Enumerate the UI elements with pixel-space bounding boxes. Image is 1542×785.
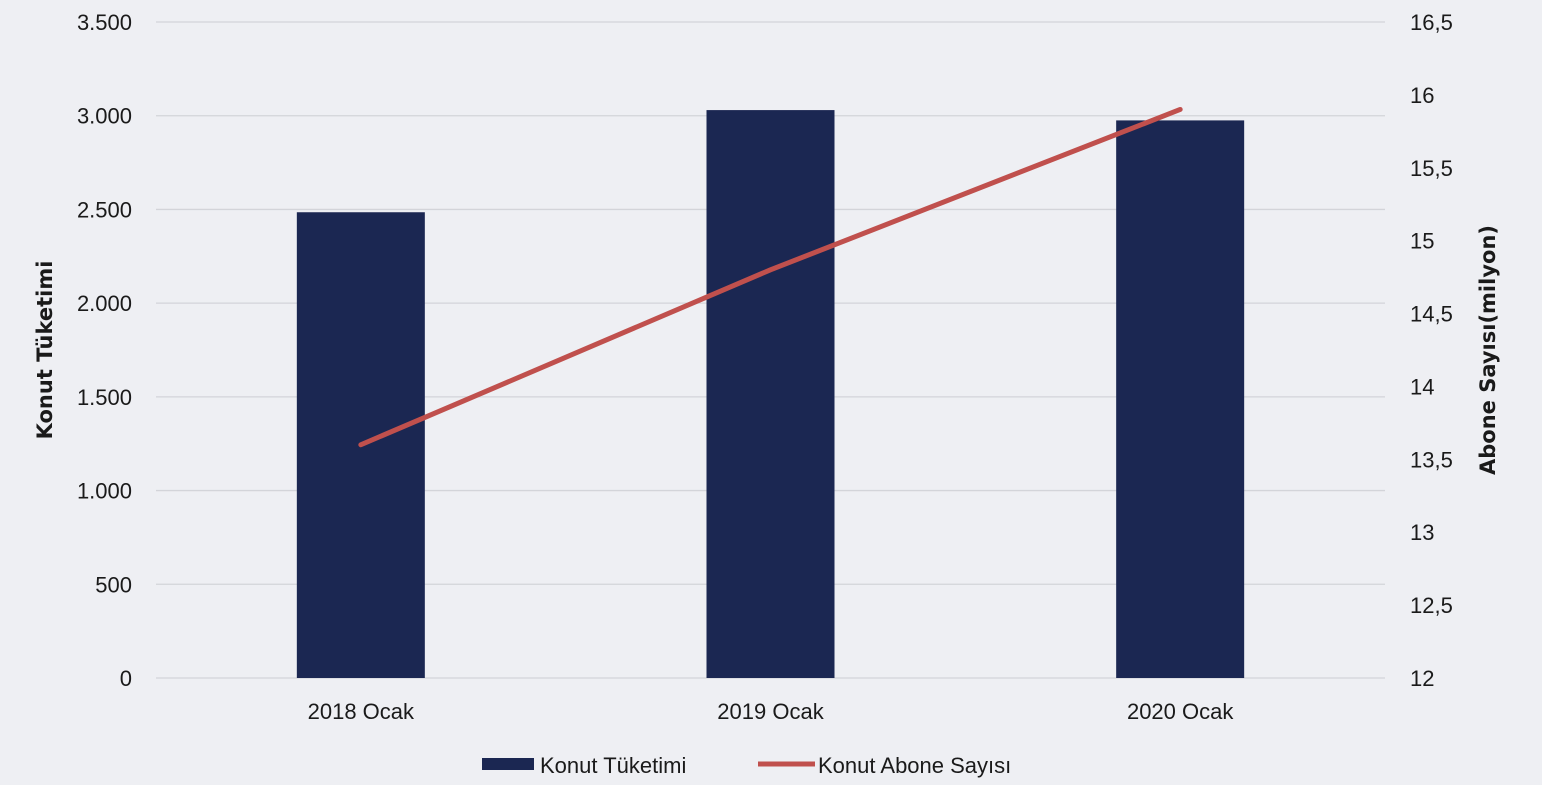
y2-tick-label: 15,5 (1410, 156, 1453, 181)
x-tick-label: 2020 Ocak (1127, 699, 1234, 724)
y2-tick-label: 12 (1410, 666, 1434, 691)
line-series (358, 106, 1183, 448)
legend: Konut Tüketimi Konut Abone Sayısı (482, 753, 1011, 778)
legend-swatch-konut-tuketimi (482, 758, 534, 770)
x-tick-label: 2018 Ocak (308, 699, 415, 724)
x-tick-label: 2019 Ocak (717, 699, 824, 724)
bar (706, 110, 835, 678)
y-tick-label: 0 (120, 666, 132, 691)
y2-tick-label: 15 (1410, 229, 1434, 254)
right-axis-ticks: 12 12,5 13 13,5 14 14,5 15 15,5 16 16,5 (1410, 10, 1453, 691)
x-axis-ticks: 2018 Ocak 2019 Ocak 2020 Ocak (308, 699, 1235, 724)
y-tick-label: 1.500 (77, 385, 132, 410)
y2-tick-label: 14 (1410, 374, 1434, 399)
left-axis-title: Konut Tüketimi (33, 261, 57, 440)
y2-tick-label: 16,5 (1410, 10, 1453, 35)
series-line (358, 106, 1183, 448)
y2-tick-label: 16 (1410, 83, 1434, 108)
left-axis-ticks: 0 500 1.000 1.500 2.000 2.500 3.000 3.500 (77, 10, 132, 691)
y2-tick-label: 12,5 (1410, 593, 1453, 618)
y-tick-label: 3.000 (77, 104, 132, 129)
y-tick-label: 2.500 (77, 197, 132, 222)
y-tick-label: 1.000 (77, 479, 132, 504)
legend-label-konut-tuketimi: Konut Tüketimi (540, 753, 686, 778)
y2-tick-label: 13,5 (1410, 447, 1453, 472)
y2-tick-label: 13 (1410, 520, 1434, 545)
bar (1116, 120, 1245, 678)
y-tick-label: 500 (95, 572, 132, 597)
y-tick-label: 2.000 (77, 291, 132, 316)
right-axis-title: Abone Sayısı(milyon) (1476, 225, 1500, 475)
bar-series (296, 110, 1245, 679)
legend-label-konut-abone-sayisi: Konut Abone Sayısı (818, 753, 1011, 778)
y2-tick-label: 14,5 (1410, 302, 1453, 327)
y-tick-label: 3.500 (77, 10, 132, 35)
